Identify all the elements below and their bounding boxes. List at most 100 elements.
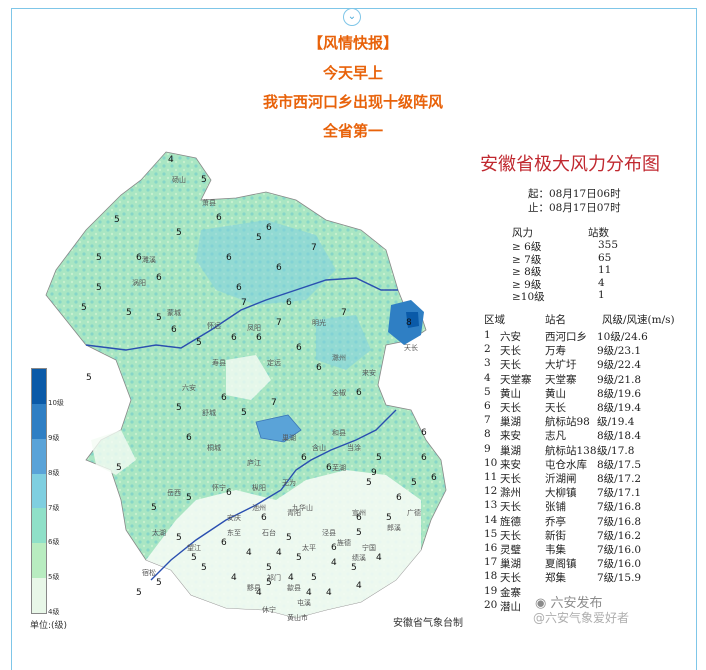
rank-value: 9级/21.8 bbox=[597, 373, 642, 386]
stats-count: 11 bbox=[598, 264, 612, 276]
station-value: 5 bbox=[311, 573, 317, 583]
station-value: 6 bbox=[236, 283, 242, 293]
station-value: 6 bbox=[276, 263, 282, 273]
station-value: 5 bbox=[86, 373, 92, 383]
station-value: 5 bbox=[351, 563, 357, 573]
station-value: 4 bbox=[306, 588, 312, 598]
station-value: 6 bbox=[221, 393, 227, 403]
station-value: 6 bbox=[256, 333, 262, 343]
rank-value: 10级/24.6 bbox=[597, 331, 648, 343]
station-value: 6 bbox=[221, 538, 227, 548]
city-label: 当涂 bbox=[347, 443, 361, 452]
city-label: 青阳 bbox=[287, 508, 301, 517]
legend-label: 4级 bbox=[48, 608, 60, 617]
rank-area: 天长 bbox=[500, 473, 521, 485]
city-label: 天长 bbox=[404, 343, 418, 352]
city-label: 庐江 bbox=[247, 458, 261, 467]
city-label: 石台 bbox=[262, 528, 276, 537]
rank-area: 天长 bbox=[500, 501, 521, 514]
legend-swatch bbox=[32, 543, 46, 579]
station-value: 6 bbox=[231, 333, 237, 343]
station-value: 6 bbox=[396, 493, 402, 503]
rank-no: 14 bbox=[484, 513, 498, 526]
city-label: 东至 bbox=[227, 528, 241, 537]
rank-value: 9级/22.4 bbox=[597, 359, 642, 372]
rank-area: 来安 bbox=[500, 458, 521, 471]
city-label: 六安 bbox=[182, 383, 196, 392]
legend-swatch bbox=[32, 508, 46, 544]
city-label: 芜湖 bbox=[332, 463, 346, 472]
legend-unit: 单位:(级) bbox=[30, 621, 68, 631]
station-value: 5 bbox=[151, 503, 157, 513]
rank-no: 2 bbox=[484, 343, 491, 356]
station-value: 6 bbox=[326, 463, 332, 473]
station-value: 5 bbox=[191, 553, 197, 563]
station-value: 5 bbox=[286, 533, 292, 543]
stats-header-level: 风力 bbox=[512, 227, 533, 239]
rank-value: 8级/19.6 bbox=[597, 387, 642, 400]
city-label: 滁州 bbox=[332, 353, 346, 362]
station-value: 4 bbox=[246, 548, 252, 558]
rank-area: 潜山 bbox=[500, 600, 521, 613]
station-value: 5 bbox=[256, 233, 262, 243]
city-label: 宁国 bbox=[362, 543, 376, 552]
rank-station: 航标站98 bbox=[545, 416, 590, 429]
station-value: 7 bbox=[276, 318, 282, 328]
rank-no: 16 bbox=[484, 542, 498, 554]
station-value: 5 bbox=[241, 408, 247, 418]
station-value: 7 bbox=[341, 308, 347, 318]
station-value: 6 bbox=[156, 273, 162, 283]
station-value: 5 bbox=[201, 175, 207, 185]
city-label: 萧县 bbox=[202, 198, 216, 207]
rank-header-area: 区域 bbox=[484, 314, 505, 326]
chevron-down-icon[interactable]: ⌄ bbox=[343, 8, 361, 26]
rank-area: 黄山 bbox=[500, 387, 521, 400]
city-label: 安庆 bbox=[227, 513, 241, 522]
city-label: 涡阳 bbox=[132, 278, 146, 287]
station-value: 5 bbox=[356, 528, 362, 538]
city-label: 宣州 bbox=[352, 508, 366, 517]
rank-no: 8 bbox=[484, 428, 491, 441]
station-value: 6 bbox=[356, 388, 362, 398]
rank-no: 20 bbox=[484, 598, 498, 611]
rank-value: 7级/16.8 bbox=[597, 501, 642, 514]
rank-station: 夏阁镇 bbox=[545, 558, 577, 571]
station-value: 5 bbox=[156, 578, 162, 588]
rank-no: 10 bbox=[484, 456, 498, 469]
city-label: 望江 bbox=[187, 543, 201, 552]
rank-no: 5 bbox=[484, 385, 491, 398]
station-value: 5 bbox=[366, 478, 372, 488]
legend-swatch bbox=[32, 403, 46, 439]
weibo-icon: ◉ bbox=[535, 596, 551, 611]
stats-level: ≥10级 bbox=[512, 291, 545, 303]
watermark-handle: @六安气象爱好者 bbox=[533, 611, 630, 625]
rank-area: 来安 bbox=[500, 430, 521, 443]
stats-count: 355 bbox=[598, 239, 619, 251]
time-end: 止：08月17日07时 bbox=[528, 202, 621, 214]
station-value: 5 bbox=[176, 228, 182, 238]
station-value: 8 bbox=[406, 318, 412, 328]
rank-station: 张铺 bbox=[545, 501, 566, 514]
rank-area: 天长 bbox=[500, 345, 521, 358]
legend-label: 8级 bbox=[48, 468, 60, 477]
city-label: 桐城 bbox=[207, 443, 221, 452]
legend-label: 7级 bbox=[48, 503, 60, 512]
city-label: 无为 bbox=[282, 478, 296, 487]
station-value: 5 bbox=[176, 403, 182, 413]
rank-station: 航标站138 bbox=[545, 444, 597, 457]
station-value: 6 bbox=[421, 453, 427, 463]
city-label: 全椒 bbox=[332, 388, 346, 397]
rank-value: 8级/18.4 bbox=[597, 430, 642, 443]
station-value: 4 bbox=[331, 558, 337, 568]
rank-no: 19 bbox=[484, 584, 498, 597]
station-value: 6 bbox=[286, 298, 292, 308]
station-value: 5 bbox=[96, 283, 102, 293]
station-value: 5 bbox=[96, 253, 102, 263]
city-label: 怀远 bbox=[207, 321, 221, 330]
city-label: 祁门 bbox=[267, 573, 281, 582]
station-value: 4 bbox=[356, 581, 362, 591]
rank-no: 6 bbox=[484, 400, 491, 412]
station-value: 6 bbox=[261, 513, 267, 523]
tianchang-core bbox=[406, 312, 419, 328]
